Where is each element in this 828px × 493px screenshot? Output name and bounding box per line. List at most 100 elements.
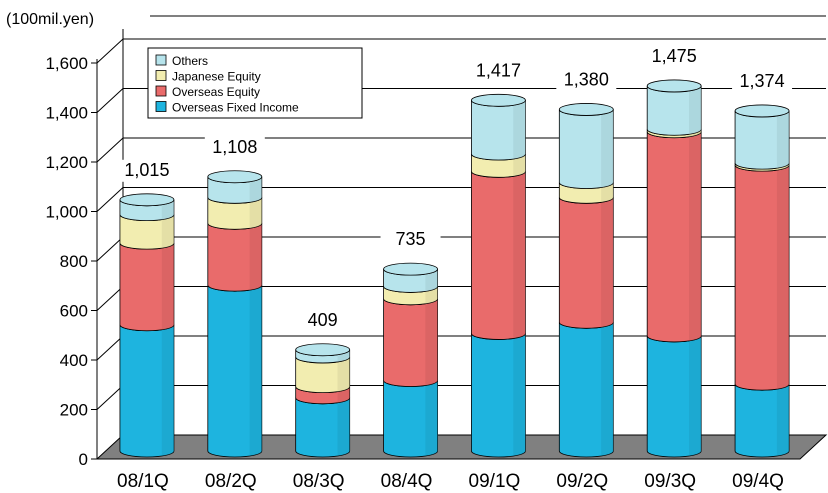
y-tick-label: 600 <box>60 302 88 321</box>
grid-connector <box>96 38 124 64</box>
legend-label: Overseas Equity <box>172 85 260 99</box>
bar-segment-shade <box>513 100 526 159</box>
grid-connector <box>96 137 124 163</box>
grid-connector <box>96 88 124 113</box>
bar-stack <box>207 170 263 458</box>
bar-top-cap <box>383 262 438 276</box>
x-category-label: 08/3Q <box>293 471 345 492</box>
grid-connector <box>96 286 124 311</box>
bar-top-cap <box>295 343 351 357</box>
bar-segment-shade <box>161 199 174 220</box>
y-tick-label: 200 <box>60 401 88 420</box>
legend-swatch <box>155 54 167 66</box>
bar-segment-shade <box>776 110 790 168</box>
total-label: 1,380 <box>564 69 609 89</box>
grid-connector <box>96 236 124 262</box>
x-category-label: 09/4Q <box>732 471 784 492</box>
total-label-bg <box>380 229 441 252</box>
bar-stack <box>295 343 351 458</box>
bar-segment-shade <box>337 356 350 392</box>
bar-segment-shade <box>249 176 262 203</box>
y-tick-label: 800 <box>60 252 88 271</box>
bar-segment-shade <box>513 333 526 456</box>
legend-label: Overseas Fixed Income <box>172 101 299 115</box>
bar-segment-shade <box>689 131 702 341</box>
y-tick-label: 1,200 <box>45 153 88 172</box>
total-label: 1,015 <box>124 160 169 180</box>
bar-top-cap <box>207 170 263 184</box>
bar-top-cap <box>471 93 526 107</box>
bar-segment-shade <box>513 154 526 177</box>
bar-stack <box>383 262 438 458</box>
x-category-labels: 08/1Q 08/2Q 08/3Q 08/4Q 09/1Q 09/2Q 09/3Q 09/4Q <box>117 471 784 492</box>
bar-segment-shade <box>161 243 174 330</box>
legend-swatch <box>155 70 167 81</box>
bar-segment-shade <box>776 165 790 389</box>
grid-connector <box>96 187 124 212</box>
total-labels: 1,015 1,108 409 735 1,417 1,380 1,475 1,374 <box>116 45 793 332</box>
bar-stack <box>471 93 526 458</box>
y-tick-label: 1,400 <box>45 104 88 123</box>
total-label: 1,108 <box>212 137 257 157</box>
legend-box <box>147 47 363 119</box>
y-tick-label: 0 <box>79 450 88 469</box>
x-category-label: 08/2Q <box>205 471 257 492</box>
bar-segment-shade <box>337 397 350 456</box>
bar-stack <box>558 103 614 458</box>
bar-segment-shade <box>776 163 790 170</box>
y-tick-labels: 0 200 400 600 800 1,000 1,200 1,400 1,600 <box>45 54 88 469</box>
bar-segment-shade <box>161 214 174 248</box>
bar-segment-shade <box>249 197 262 229</box>
x-category-label: 08/4Q <box>381 471 433 492</box>
bar-segment-shade <box>425 380 438 456</box>
chart-floor <box>95 434 828 460</box>
bar-segment-shade <box>249 223 262 290</box>
x-category-label: 08/1Q <box>117 471 169 492</box>
x-category-label: 09/3Q <box>644 471 696 492</box>
bar-segment-shade <box>776 384 790 456</box>
bar-segment-shade <box>425 269 438 292</box>
bars <box>119 79 790 458</box>
bar-segment-shade <box>161 324 174 456</box>
bar-top-cap <box>734 104 790 118</box>
y-tick-label: 1,600 <box>45 54 88 73</box>
total-label-bg <box>204 136 265 159</box>
bar-top-cap <box>558 103 614 116</box>
legend-swatch <box>155 101 167 112</box>
bar-stack <box>734 104 790 458</box>
total-label-bg <box>556 69 617 92</box>
legend-label: Japanese Equity <box>172 70 261 84</box>
legend-swatch <box>155 85 167 97</box>
bar-segment-shade <box>601 109 614 188</box>
bar-segment-shade <box>601 182 614 203</box>
total-label: 1,374 <box>740 71 785 91</box>
total-label: 1,417 <box>476 60 521 80</box>
bar-segment-shade <box>337 386 350 403</box>
total-label-bg <box>468 60 529 83</box>
grid-connector <box>96 385 124 410</box>
y-tick-label: 1,000 <box>45 203 88 222</box>
bar-segment-shade <box>689 335 702 456</box>
x-category-label: 09/1Q <box>469 471 521 492</box>
bar-segment-shade <box>689 85 702 135</box>
grid-connector <box>96 335 124 361</box>
bar-stack <box>646 79 702 458</box>
legend-label: Others <box>172 54 208 68</box>
bar-segment-shade <box>601 197 614 328</box>
floor-plane <box>95 434 828 460</box>
bar-segment-shade <box>513 171 526 339</box>
total-label: 409 <box>308 310 338 330</box>
bar-segment-shade <box>425 298 438 386</box>
total-label: 735 <box>396 229 426 249</box>
total-label: 1,475 <box>652 46 697 66</box>
total-label-bg <box>732 70 793 93</box>
total-label-bg <box>644 45 705 68</box>
x-category-label: 09/2Q <box>556 471 608 492</box>
y-axis-unit-label: (100mil.yen) <box>6 11 94 28</box>
bar-top-cap <box>646 79 702 93</box>
total-label-bg <box>116 159 177 182</box>
total-label-bg <box>292 309 353 332</box>
y-tick-label: 400 <box>60 351 88 370</box>
